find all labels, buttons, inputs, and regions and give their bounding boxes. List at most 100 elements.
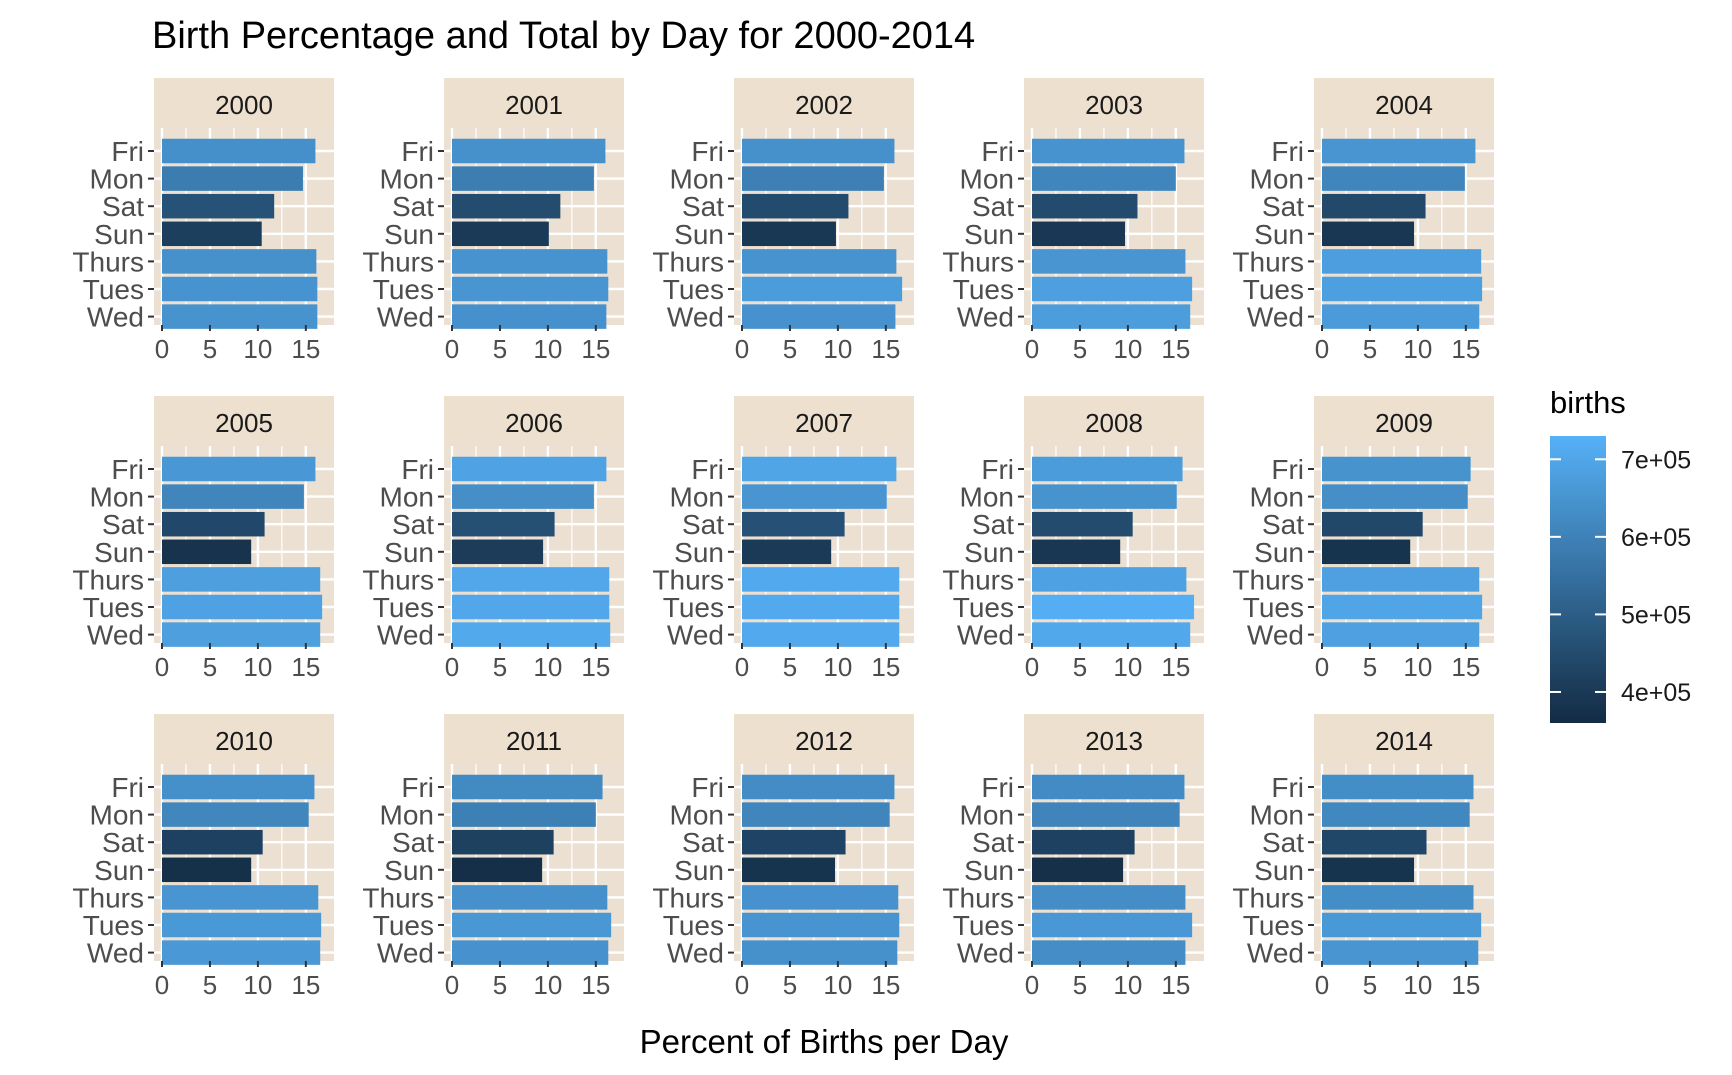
x-tick-label: 10 — [1403, 334, 1432, 364]
bar-2002-thurs — [742, 249, 897, 274]
facet-strip-label: 2014 — [1375, 726, 1433, 756]
y-tick-label: Fri — [1271, 772, 1304, 803]
y-tick-label: Mon — [90, 482, 144, 513]
bar-2004-sun — [1322, 221, 1415, 247]
y-tick-label: Tues — [373, 592, 434, 623]
y-tick-label: Sat — [1262, 827, 1304, 858]
x-tick-label: 15 — [291, 970, 320, 1000]
bar-2007-fri — [742, 456, 897, 482]
x-tick-label: 0 — [445, 970, 459, 1000]
facet-strip — [734, 78, 914, 128]
facet-strip-label: 2007 — [795, 408, 853, 438]
y-tick-label: Fri — [691, 454, 724, 485]
bar-2006-sat — [452, 511, 555, 537]
y-tick-label: Sun — [674, 219, 724, 250]
bar-2010-sat — [162, 829, 263, 855]
y-tick-label: Mon — [960, 482, 1014, 513]
y-tick-label: Tues — [83, 910, 144, 941]
bar-2009-fri — [1322, 456, 1471, 482]
facet-strip-label: 2001 — [505, 90, 563, 120]
y-tick-label: Tues — [953, 910, 1014, 941]
x-tick-label: 15 — [581, 652, 610, 682]
x-tick-label: 5 — [203, 334, 217, 364]
y-tick-label: Fri — [111, 454, 144, 485]
bar-2008-sun — [1032, 539, 1121, 565]
y-tick-label: Sat — [682, 827, 724, 858]
bar-2005-sun — [162, 539, 252, 565]
facet-strip-label: 2009 — [1375, 408, 1433, 438]
facet-strip — [444, 396, 624, 446]
x-tick-label: 10 — [1113, 970, 1142, 1000]
x-tick-label: 15 — [1161, 334, 1190, 364]
y-tick-label: Sat — [1262, 509, 1304, 540]
bar-2012-sun — [742, 857, 836, 883]
facet-strip — [1314, 78, 1494, 128]
bar-2009-sun — [1322, 539, 1411, 565]
facet-strip-label: 2004 — [1375, 90, 1433, 120]
x-tick-label: 10 — [823, 970, 852, 1000]
x-tick-label: 10 — [1113, 652, 1142, 682]
bar-2014-thurs — [1322, 885, 1474, 910]
x-tick-label: 5 — [493, 652, 507, 682]
bar-2014-sat — [1322, 829, 1427, 855]
y-tick-label: Thurs — [942, 882, 1014, 913]
bar-2013-fri — [1032, 774, 1185, 800]
bar-2004-mon — [1322, 166, 1465, 191]
y-tick-label: Thurs — [1232, 882, 1304, 913]
bar-2007-sun — [742, 539, 832, 565]
y-tick-label: Sun — [964, 537, 1014, 568]
bar-2003-sun — [1032, 221, 1126, 247]
chart-title: Birth Percentage and Total by Day for 20… — [152, 15, 975, 57]
legend-colorbar — [1550, 436, 1606, 723]
y-tick-label: Thurs — [362, 246, 434, 277]
y-tick-label: Tues — [953, 592, 1014, 623]
bar-2012-sat — [742, 829, 846, 855]
y-tick-label: Fri — [1271, 454, 1304, 485]
x-tick-label: 15 — [1451, 652, 1480, 682]
x-tick-label: 5 — [1363, 970, 1377, 1000]
y-tick-label: Sun — [1254, 219, 1304, 250]
y-tick-label: Thurs — [942, 246, 1014, 277]
facet-strip — [1024, 714, 1204, 764]
bar-2012-fri — [742, 774, 895, 800]
y-tick-label: Sat — [102, 191, 144, 222]
bar-2005-sat — [162, 511, 265, 537]
x-tick-label: 15 — [1451, 334, 1480, 364]
y-tick-label: Mon — [670, 800, 724, 831]
y-tick-label: Sat — [392, 827, 434, 858]
y-tick-label: Wed — [667, 620, 724, 651]
y-tick-label: Sat — [972, 191, 1014, 222]
y-tick-label: Sun — [94, 855, 144, 886]
bar-2001-sat — [452, 193, 561, 219]
facet-strip — [1024, 396, 1204, 446]
x-tick-label: 15 — [581, 334, 610, 364]
y-tick-label: Sun — [384, 219, 434, 250]
y-tick-label: Sat — [102, 509, 144, 540]
x-tick-label: 10 — [1403, 652, 1432, 682]
y-tick-label: Mon — [380, 482, 434, 513]
x-tick-label: 15 — [871, 652, 900, 682]
y-tick-label: Fri — [691, 136, 724, 167]
facet-strip — [1024, 78, 1204, 128]
y-tick-label: Thurs — [72, 882, 144, 913]
bar-2000-sun — [162, 221, 262, 247]
x-tick-label: 10 — [533, 652, 562, 682]
bar-2014-tues — [1322, 912, 1482, 938]
bar-2006-wed — [452, 622, 611, 647]
bar-2006-mon — [452, 484, 594, 509]
x-tick-label: 15 — [291, 652, 320, 682]
bar-2000-thurs — [162, 249, 317, 274]
x-tick-label: 5 — [1363, 334, 1377, 364]
y-tick-label: Tues — [83, 274, 144, 305]
y-tick-label: Thurs — [942, 564, 1014, 595]
x-tick-label: 0 — [155, 334, 169, 364]
facet-strip — [154, 396, 334, 446]
y-tick-label: Thurs — [652, 882, 724, 913]
bar-2009-tues — [1322, 594, 1483, 620]
y-tick-label: Tues — [663, 592, 724, 623]
y-tick-label: Thurs — [1232, 564, 1304, 595]
x-tick-label: 0 — [445, 652, 459, 682]
y-tick-label: Wed — [957, 620, 1014, 651]
x-tick-label: 15 — [291, 334, 320, 364]
